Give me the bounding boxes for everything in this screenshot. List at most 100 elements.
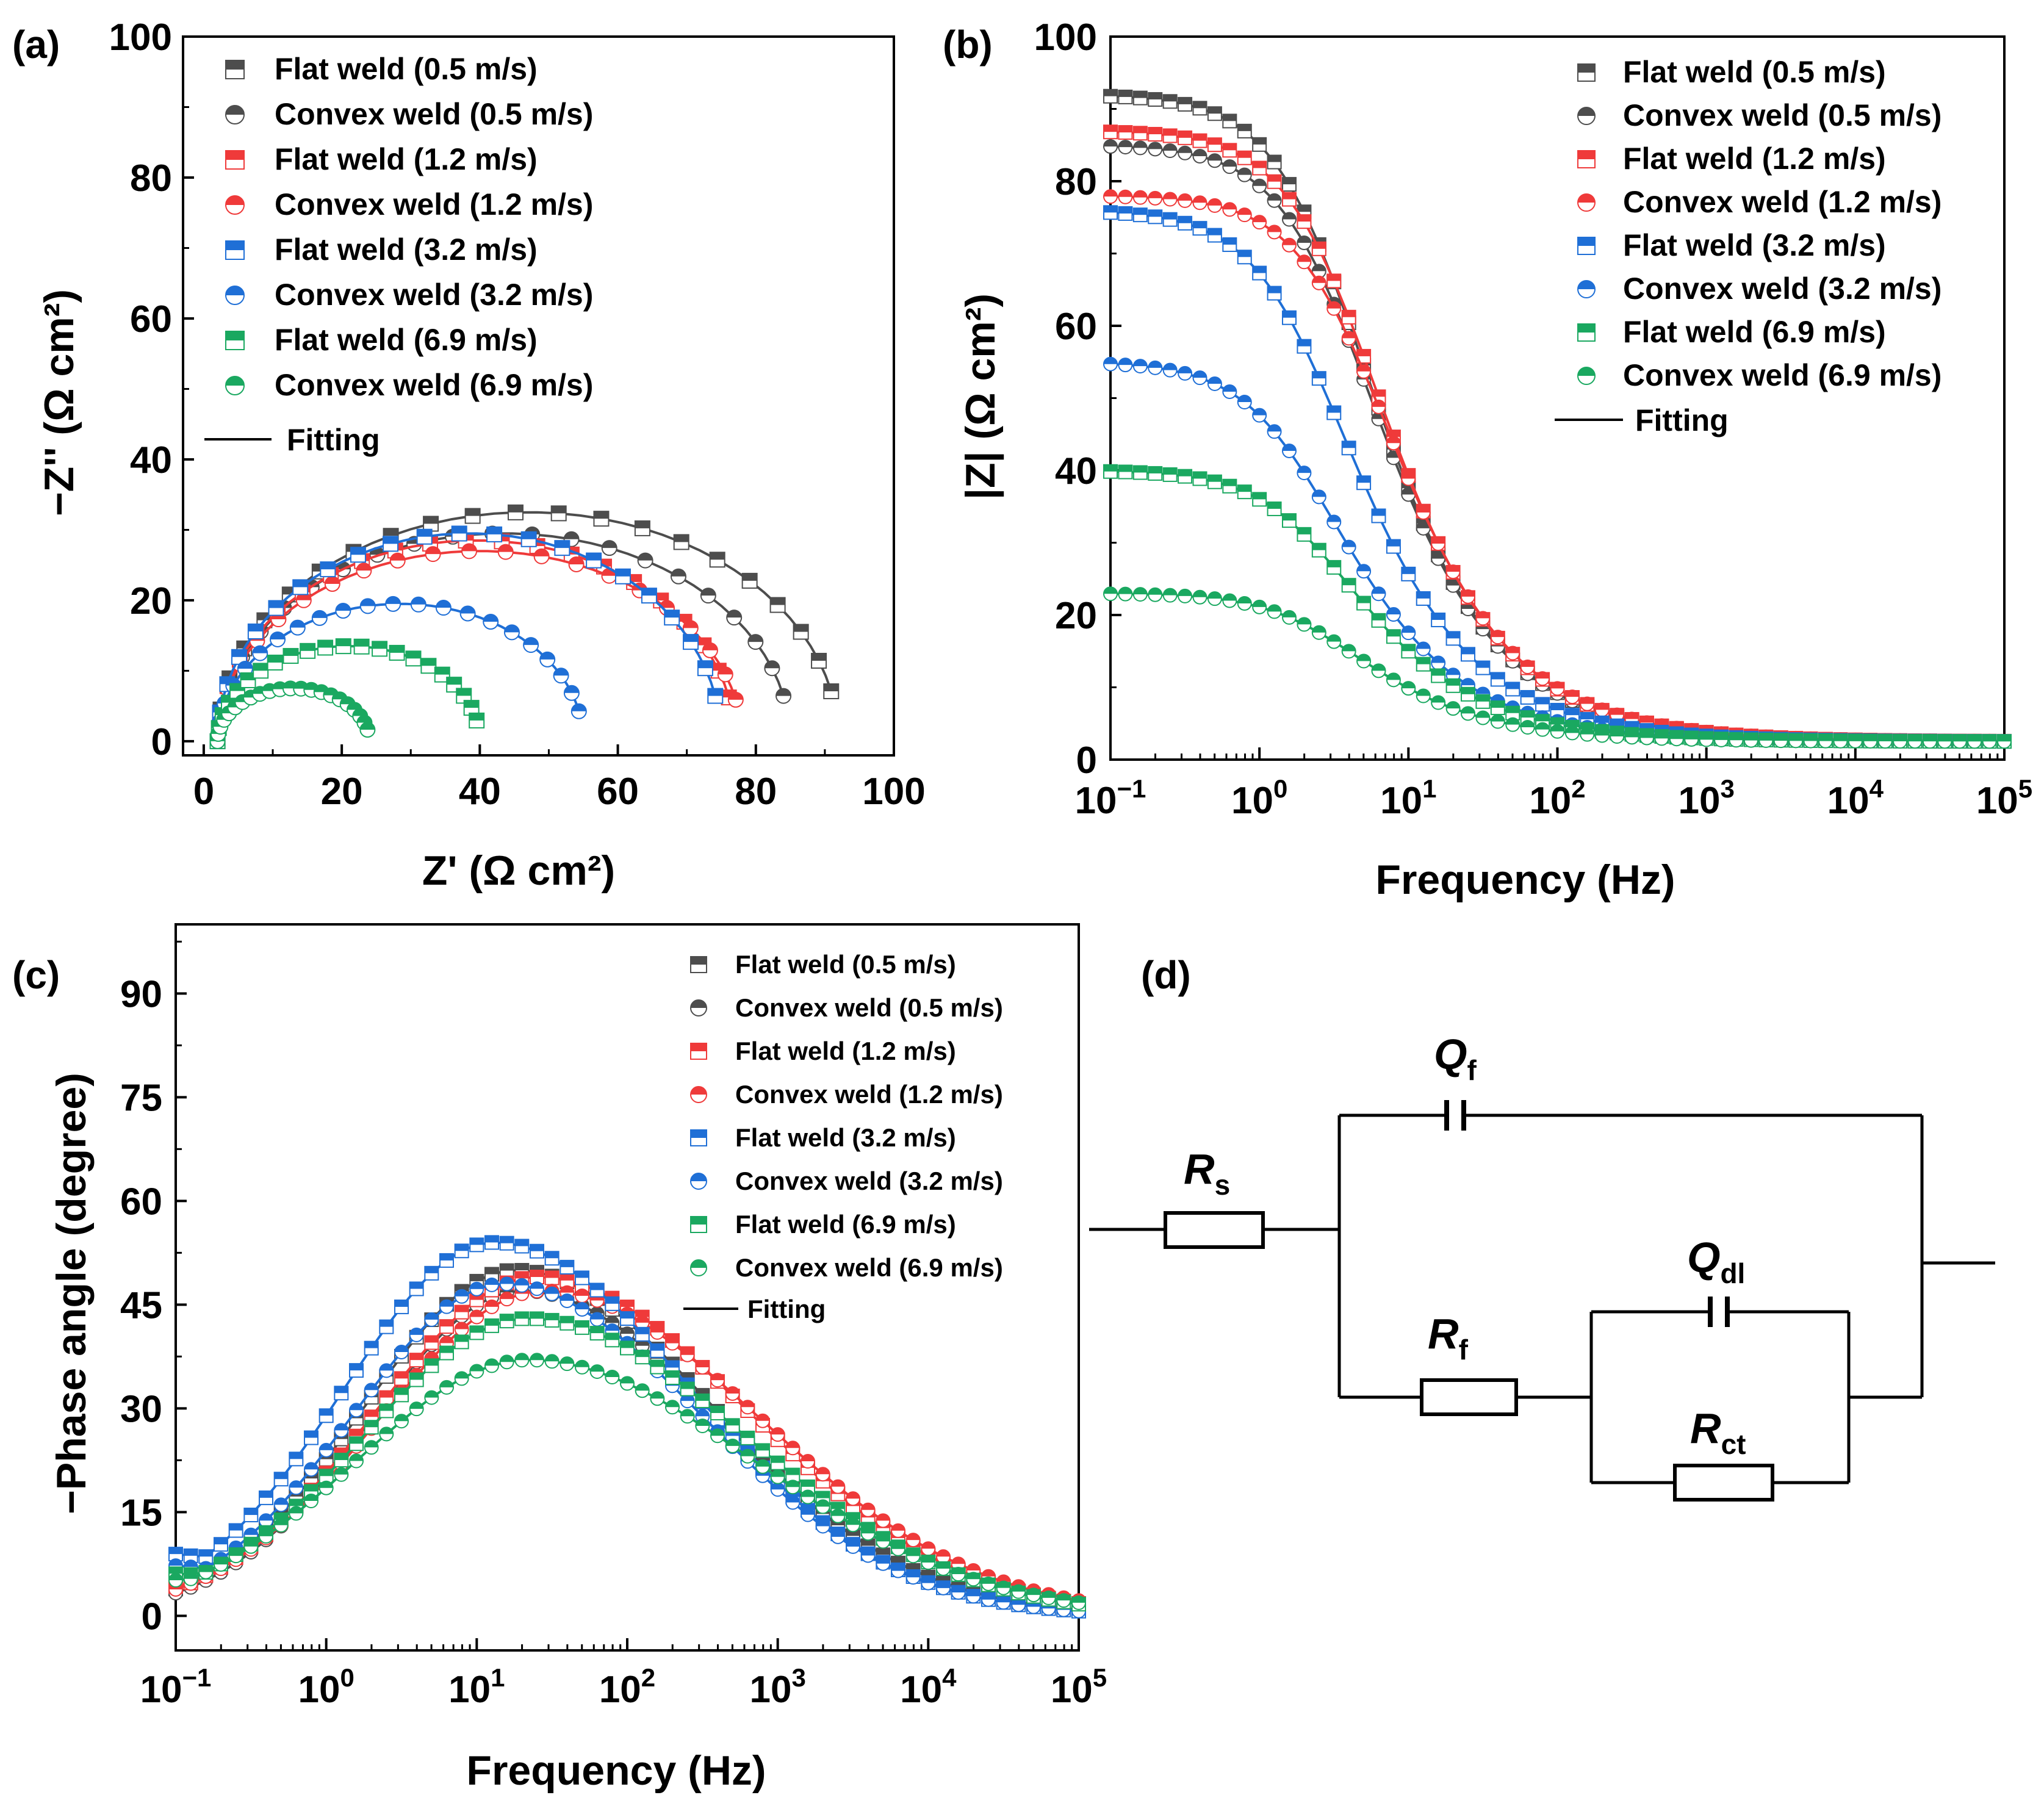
data-point	[439, 1345, 454, 1361]
plot-b-xtick-label: 101	[1380, 774, 1436, 822]
data-point	[1356, 475, 1372, 491]
data-point	[1237, 250, 1252, 265]
data-point	[168, 1573, 183, 1588]
legend-label: Flat weld (0.5 m/s)	[275, 52, 538, 86]
data-point	[425, 546, 441, 563]
data-point	[575, 1320, 589, 1335]
data-point	[1282, 443, 1297, 458]
circuit-wires	[1089, 1113, 1995, 1484]
data-point	[682, 620, 699, 636]
data-point	[514, 1311, 530, 1326]
data-point	[1297, 617, 1312, 632]
legend-label: Convex weld (6.9 m/s)	[1623, 358, 1941, 392]
data-point	[801, 1507, 815, 1522]
data-point	[700, 588, 716, 604]
plot-c-ytick-label: 15	[120, 1492, 162, 1534]
data-point	[1729, 733, 1744, 748]
data-point	[683, 634, 699, 650]
data-point	[725, 1386, 740, 1401]
data-point	[1431, 613, 1446, 628]
data-point	[454, 1371, 469, 1386]
data-point	[1237, 484, 1252, 500]
data-point	[1252, 492, 1267, 507]
legend-fitting: Fitting	[287, 423, 380, 457]
legend-marker	[690, 1216, 707, 1233]
data-point	[1431, 551, 1446, 566]
data-point	[1416, 520, 1431, 536]
data-point	[570, 703, 587, 719]
data-point	[1148, 142, 1163, 157]
data-point	[389, 644, 405, 661]
data-point	[289, 1506, 304, 1521]
data-point	[936, 1580, 951, 1595]
data-point	[268, 600, 284, 616]
data-point	[1922, 734, 1937, 749]
data-point	[292, 579, 309, 595]
data-point	[550, 505, 567, 522]
data-point	[1907, 734, 1923, 749]
data-point	[1237, 150, 1252, 165]
data-point	[1162, 143, 1178, 159]
data-point	[1192, 370, 1207, 386]
data-point	[409, 1372, 424, 1387]
data-point	[1178, 469, 1193, 484]
data-point	[1132, 126, 1148, 141]
data-point	[454, 1334, 469, 1350]
data-point	[483, 614, 499, 630]
data-point	[1371, 613, 1386, 628]
data-point	[289, 1480, 304, 1495]
plot-b-xtick-label: 103	[1679, 774, 1735, 822]
data-point	[641, 588, 657, 604]
data-point	[1267, 193, 1282, 208]
fit-line	[216, 532, 717, 741]
data-point	[389, 552, 406, 569]
data-point	[741, 572, 758, 589]
data-point	[755, 1413, 770, 1428]
data-point	[1386, 672, 1401, 688]
data-point	[785, 1467, 801, 1483]
data-point	[637, 552, 653, 569]
legend-label: Convex weld (3.2 m/s)	[1623, 272, 1941, 306]
data-point	[755, 1459, 770, 1474]
data-point	[1475, 694, 1491, 709]
legend-marker	[1577, 63, 1596, 82]
data-point	[568, 556, 585, 572]
data-point	[1207, 137, 1222, 153]
plot-c-xtick-label: 100	[298, 1663, 354, 1711]
data-point	[1026, 1588, 1041, 1603]
data-point	[1758, 733, 1774, 748]
data-point	[394, 1299, 409, 1314]
data-point	[634, 520, 650, 536]
data-point	[770, 1482, 785, 1497]
legend-marker	[1577, 237, 1596, 255]
data-point	[560, 1293, 575, 1308]
data-point	[409, 1281, 424, 1297]
data-point	[1371, 663, 1386, 678]
data-point	[764, 660, 780, 677]
data-point	[830, 1508, 846, 1523]
data-point	[1267, 501, 1282, 516]
data-point	[876, 1534, 891, 1549]
data-point	[1178, 145, 1193, 160]
data-point	[469, 1364, 484, 1379]
panel-d-label: (d)	[1141, 953, 1191, 997]
plot-c-ytick-label: 30	[120, 1388, 162, 1430]
data-point	[635, 1350, 650, 1365]
legend-marker	[690, 999, 707, 1016]
data-point	[1162, 128, 1178, 143]
data-point	[1401, 471, 1416, 486]
data-point	[1207, 376, 1222, 391]
data-point	[405, 650, 422, 667]
data-point	[424, 1265, 439, 1281]
data-point	[1564, 725, 1580, 741]
legend-marker	[225, 376, 245, 395]
plot-c-ytick-label: 60	[120, 1181, 162, 1223]
data-point	[410, 596, 426, 613]
plot-a-xtick-label: 0	[193, 771, 214, 813]
data-point	[1997, 734, 2012, 749]
data-point	[1580, 696, 1595, 711]
data-point	[793, 624, 809, 640]
data-point	[350, 547, 366, 563]
data-point	[1535, 697, 1550, 712]
data-point	[356, 563, 372, 579]
